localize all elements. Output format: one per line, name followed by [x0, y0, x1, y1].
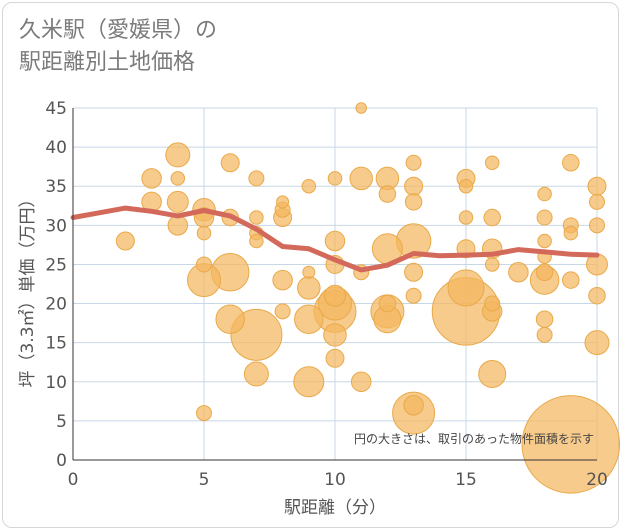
- data-point: [165, 142, 191, 168]
- y-tick-label: 10: [45, 373, 67, 393]
- data-point: [378, 185, 397, 203]
- data-point: [196, 225, 212, 241]
- data-point: [293, 366, 325, 398]
- data-point: [535, 263, 554, 282]
- data-point: [196, 256, 212, 273]
- data-point: [166, 190, 189, 213]
- data-point: [324, 284, 346, 307]
- axes: 0 5 10 15 20 25 30 35 40 45 0 5 10 15 20: [45, 99, 607, 490]
- data-point: [537, 186, 552, 202]
- data-point: [484, 295, 501, 312]
- data-point: [243, 361, 269, 387]
- data-point: [141, 168, 162, 189]
- data-point: [584, 330, 610, 356]
- data-point: [588, 286, 606, 305]
- data-point: [350, 371, 372, 393]
- data-point: [404, 176, 424, 196]
- data-point: [405, 287, 422, 304]
- data-point: [215, 304, 245, 334]
- data-point: [458, 178, 474, 194]
- data-point: [458, 210, 474, 225]
- data-point: [274, 303, 291, 320]
- data-point: [405, 154, 422, 171]
- y-tick-label: 45: [45, 99, 67, 119]
- data-point: [562, 271, 580, 289]
- data-point: [349, 166, 373, 191]
- y-tick-label: 15: [45, 334, 67, 354]
- chart-title-line2: 駅距離別土地価格: [19, 50, 196, 75]
- x-tick-label: 10: [324, 470, 346, 490]
- data-point: [535, 310, 554, 328]
- data-point: [537, 233, 552, 249]
- data-point: [589, 217, 605, 234]
- x-axis-label: 駅距離（分）: [284, 498, 386, 518]
- bubbles: [115, 102, 621, 494]
- data-point: [589, 193, 605, 210]
- data-point: [447, 269, 485, 307]
- data-point: [196, 405, 212, 422]
- data-point: [301, 178, 317, 194]
- x-tick-label: 0: [68, 470, 79, 490]
- data-point: [508, 262, 529, 283]
- data-point: [355, 102, 367, 114]
- data-point: [249, 233, 264, 249]
- data-point: [167, 215, 189, 236]
- data-point: [484, 155, 500, 171]
- x-tick-label: 15: [455, 470, 477, 490]
- y-tick-label: 25: [45, 255, 67, 275]
- data-point: [276, 195, 290, 209]
- x-tick-label: 20: [586, 470, 608, 490]
- chart-note: 円の大きさは、取引のあった物件面積を示す: [354, 431, 594, 446]
- grid: [73, 107, 598, 460]
- data-point: [403, 394, 424, 416]
- data-point: [563, 225, 579, 241]
- data-point: [325, 348, 345, 368]
- average-line: [70, 205, 600, 273]
- y-axis-label: 坪（3.3㎡）単価（万円）: [18, 190, 38, 387]
- x-tick-label: 5: [199, 470, 210, 490]
- y-tick-label: 30: [45, 216, 67, 236]
- data-point: [294, 304, 324, 334]
- chart-title: 久米駅（愛媛県）の 駅距離別土地価格: [19, 15, 217, 79]
- data-point: [327, 171, 343, 186]
- data-point: [536, 326, 553, 343]
- data-point: [404, 262, 424, 282]
- data-point: [483, 208, 501, 227]
- data-point: [324, 230, 346, 252]
- data-point: [115, 231, 135, 251]
- data-point: [323, 323, 347, 347]
- data-point: [272, 269, 293, 291]
- y-tick-label: 5: [56, 412, 67, 432]
- chart-title-line1: 久米駅（愛媛県）の: [19, 18, 218, 43]
- y-tick-label: 0: [56, 451, 67, 471]
- data-point: [562, 154, 580, 172]
- data-point: [587, 176, 607, 196]
- data-point: [297, 276, 321, 300]
- y-tick-label: 35: [45, 177, 67, 197]
- data-point: [248, 170, 265, 187]
- data-point: [521, 395, 621, 494]
- y-tick-label: 40: [45, 138, 67, 158]
- data-point: [302, 265, 316, 279]
- data-point: [249, 210, 264, 225]
- data-point: [478, 359, 507, 388]
- data-point: [170, 171, 186, 186]
- data-point: [378, 294, 397, 313]
- trend-line: [70, 205, 600, 273]
- y-tick-label: 20: [45, 295, 67, 315]
- data-point: [536, 209, 553, 226]
- data-point: [220, 153, 240, 173]
- data-point: [484, 257, 500, 272]
- data-point: [404, 193, 423, 211]
